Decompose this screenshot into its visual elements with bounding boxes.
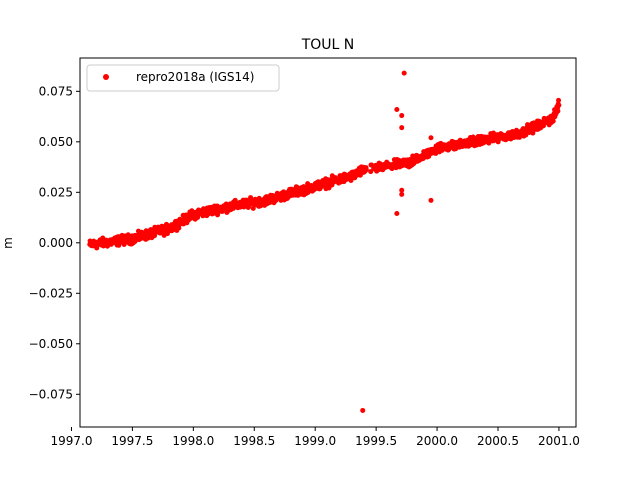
legend-box xyxy=(86,64,280,92)
plot-area xyxy=(87,70,562,413)
x-axis: 1997.0 1997.5 1998.0 1998.5 1999.0 1999.5 2000… xyxy=(50,427,580,448)
x-tick-label: 2000.5 xyxy=(477,434,519,448)
y-axis-label: m xyxy=(1,237,15,249)
y-tick-label: 0.050 xyxy=(39,135,73,149)
x-tick-label: 1998.0 xyxy=(172,434,214,448)
legend-marker xyxy=(103,74,109,80)
data-point xyxy=(232,197,238,203)
y-tick-label: −0.050 xyxy=(29,337,73,351)
legend: repro2018a (IGS14) xyxy=(86,64,280,92)
outlier-point xyxy=(399,125,405,131)
outlier-point xyxy=(401,70,407,76)
y-tick-label: −0.025 xyxy=(29,286,73,300)
data-point xyxy=(555,108,561,114)
data-point xyxy=(368,169,374,175)
data-point xyxy=(363,167,369,173)
data-point xyxy=(556,97,562,103)
y-tick-label: 0.000 xyxy=(39,236,73,250)
x-tick-label: 2001.0 xyxy=(538,434,580,448)
legend-label: repro2018a (IGS14) xyxy=(136,70,254,84)
data-point xyxy=(250,205,256,211)
y-tick-label: 0.075 xyxy=(39,84,73,98)
outlier-point xyxy=(360,407,366,413)
outlier-point xyxy=(394,211,400,217)
outlier-point xyxy=(394,107,400,112)
x-tick-label: 1998.5 xyxy=(233,434,275,448)
x-tick-label: 1997.0 xyxy=(50,434,92,448)
x-tick-label: 1997.5 xyxy=(111,434,153,448)
outlier-point xyxy=(428,135,434,141)
outlier-point xyxy=(410,153,416,159)
data-point xyxy=(556,102,562,108)
y-tick-label: 0.025 xyxy=(39,185,73,199)
x-tick-label: 1999.5 xyxy=(355,434,397,448)
y-tick-label: −0.075 xyxy=(29,387,73,401)
data-point xyxy=(176,225,182,231)
x-tick-label: 2000.0 xyxy=(416,434,458,448)
outlier-point xyxy=(428,197,434,203)
x-tick-label: 1999.0 xyxy=(294,434,336,448)
outlier-point xyxy=(399,113,405,119)
outlier-point xyxy=(399,191,405,197)
outlier-point xyxy=(399,187,405,193)
y-axis: 0.075 0.050 0.025 0.000 −0.025 −0.050 −0.075 xyxy=(29,84,80,401)
chart-title: TOUL N xyxy=(301,37,355,53)
data-point xyxy=(550,118,556,124)
outlier-point xyxy=(415,157,421,163)
